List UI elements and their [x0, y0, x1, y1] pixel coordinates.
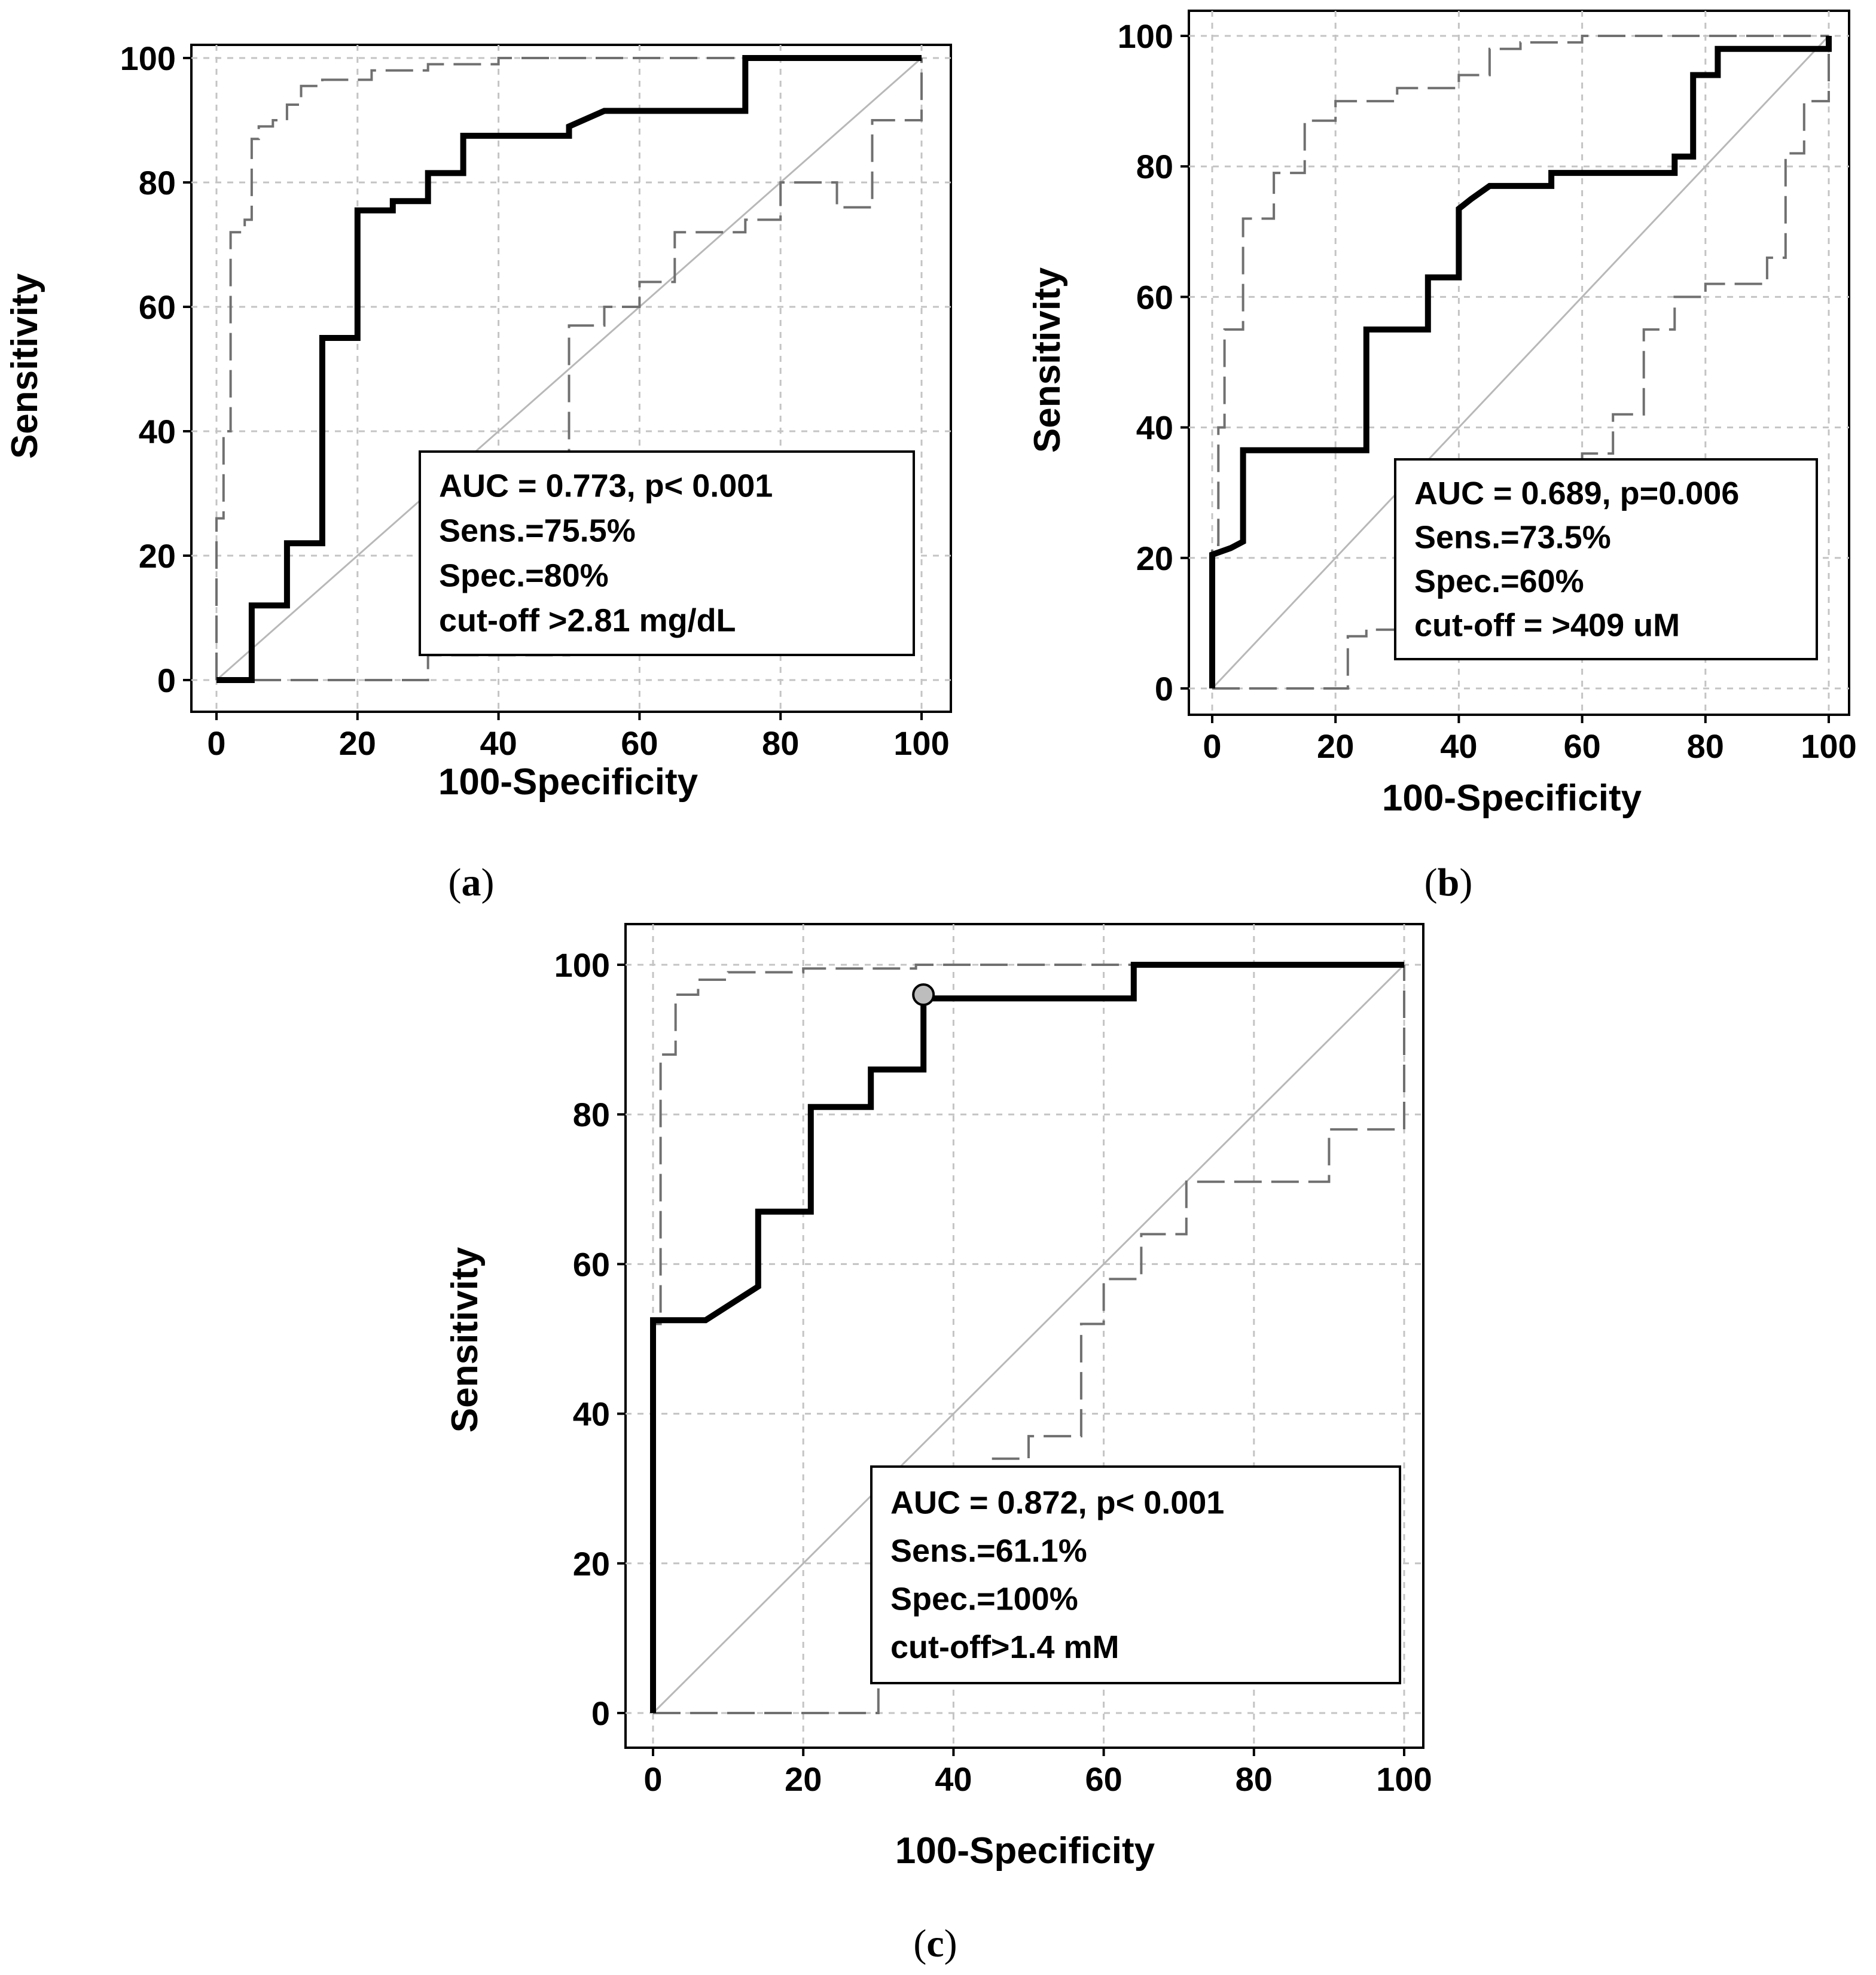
cutoff-point-marker — [912, 983, 935, 1007]
y-tick-label: 0 — [157, 662, 176, 699]
caption-a: (a) — [448, 861, 495, 904]
stats-box — [419, 450, 915, 656]
series-upper-95-ci — [1211, 35, 1829, 688]
y-tick-label: 60 — [139, 288, 176, 326]
x-tick-label: 60 — [1563, 727, 1600, 765]
series-roc-curve — [1209, 36, 1832, 688]
stats-box-line: cut-off = >409 uM — [1414, 607, 1680, 643]
x-tick-label: 0 — [643, 1760, 662, 1798]
x-axis-label: 100-Specificity — [1382, 778, 1642, 819]
x-tick-label: 20 — [339, 724, 376, 762]
x-axis-label: 100-Specificity — [895, 1830, 1155, 1872]
y-tick-label: 100 — [1118, 17, 1173, 55]
x-tick-label: 100 — [1801, 727, 1856, 765]
x-tick-label: 100 — [1376, 1760, 1432, 1798]
series-roc-curve — [216, 55, 922, 683]
y-tick-label: 0 — [591, 1694, 610, 1732]
stats-box-line: cut-off>1.4 mM — [890, 1629, 1120, 1665]
y-axis-label: Sensitivity — [1027, 267, 1068, 453]
stats-box — [1394, 458, 1818, 660]
y-tick-label: 40 — [1136, 409, 1173, 447]
y-axis-label: Sensitivity — [4, 273, 45, 459]
stats-box-line: cut-off >2.81 mg/dL — [439, 603, 736, 639]
stats-box-line: Sens.=61.1% — [890, 1533, 1087, 1569]
x-tick-label: 80 — [1236, 1760, 1273, 1798]
stats-box-line: Spec.=100% — [890, 1581, 1078, 1617]
stats-box-line: AUC = 0.773, p< 0.001 — [439, 468, 773, 504]
stats-box — [870, 1465, 1401, 1684]
x-tick-label: 80 — [762, 724, 799, 762]
stats-box-line: AUC = 0.872, p< 0.001 — [890, 1485, 1224, 1520]
stats-box-line: Sens.=75.5% — [439, 513, 636, 549]
x-tick-label: 0 — [207, 724, 225, 762]
y-tick-label: 60 — [1136, 278, 1173, 316]
stats-box-line: AUC = 0.689, p=0.006 — [1414, 476, 1739, 511]
x-tick-label: 60 — [621, 724, 658, 762]
series-lower-95-ci — [1212, 36, 1830, 690]
y-tick-label: 40 — [139, 413, 176, 450]
series-upper-95-ci — [215, 57, 922, 680]
y-axis-label: Sensitivity — [444, 1246, 486, 1433]
x-tick-label: 20 — [1317, 727, 1354, 765]
x-tick-label: 60 — [1085, 1760, 1122, 1798]
x-tick-label: 40 — [935, 1760, 972, 1798]
y-tick-label: 20 — [139, 537, 176, 575]
y-tick-label: 20 — [573, 1545, 610, 1583]
y-tick-label: 60 — [573, 1245, 610, 1283]
caption-b: (b) — [1424, 861, 1473, 904]
x-tick-label: 40 — [480, 724, 517, 762]
y-tick-label: 80 — [139, 164, 176, 202]
caption-c: (c) — [913, 1922, 957, 1965]
series-upper-95-ci — [652, 964, 1404, 1713]
y-tick-label: 20 — [1136, 540, 1173, 577]
x-tick-label: 40 — [1440, 727, 1477, 765]
y-tick-label: 100 — [554, 946, 610, 984]
stats-box-line: Sens.=73.5% — [1414, 519, 1611, 555]
stats-box-line: Spec.=80% — [439, 558, 609, 594]
x-tick-label: 0 — [1203, 727, 1221, 765]
series-reference-line — [1211, 35, 1830, 690]
series-reference-line — [652, 964, 1405, 1714]
stats-box-line: Spec.=60% — [1414, 563, 1584, 599]
y-tick-label: 80 — [1136, 148, 1173, 185]
x-tick-label: 80 — [1687, 727, 1724, 765]
series-roc-curve — [650, 962, 1404, 1713]
series-reference-line — [216, 57, 922, 681]
x-axis-label: 100-Specificity — [438, 761, 698, 803]
x-tick-label: 100 — [893, 724, 949, 762]
y-tick-label: 100 — [120, 39, 176, 77]
y-tick-label: 40 — [573, 1395, 610, 1433]
y-tick-label: 80 — [573, 1096, 610, 1133]
x-tick-label: 20 — [785, 1760, 822, 1798]
y-tick-label: 0 — [1155, 670, 1173, 708]
